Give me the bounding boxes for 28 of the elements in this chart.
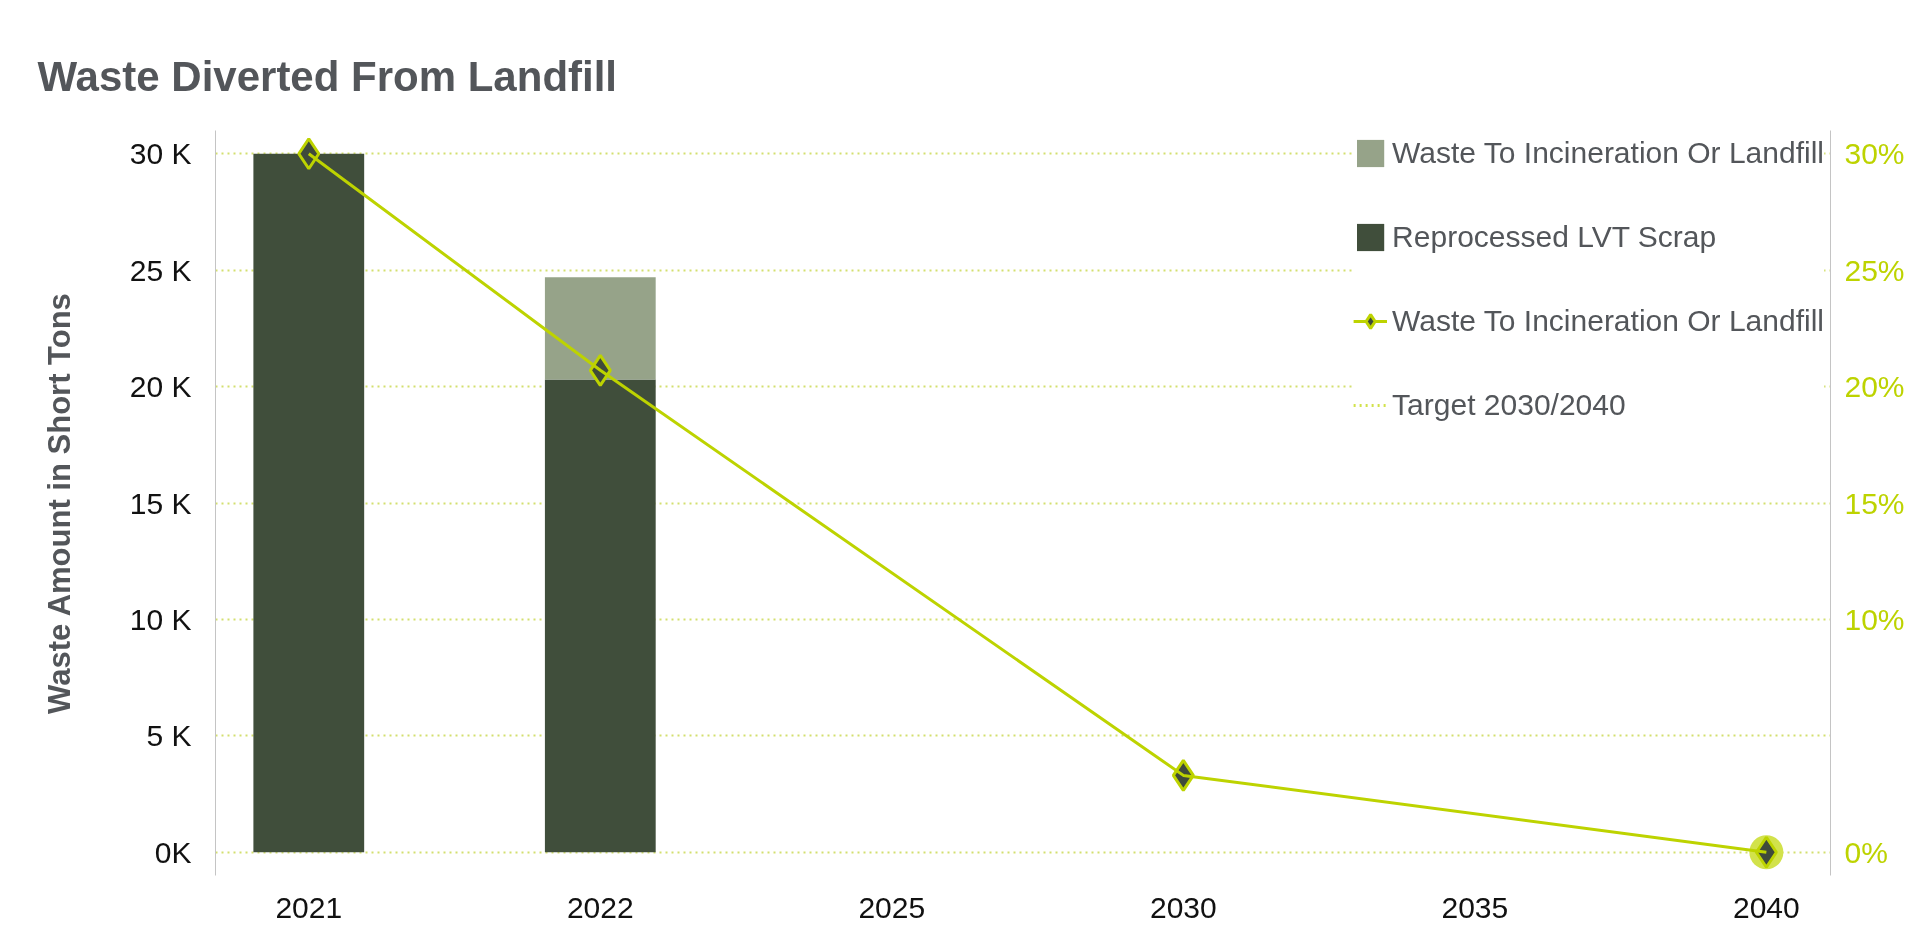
legend-label: Waste To Incineration Or Landfill	[1392, 304, 1824, 338]
y2-tick-label: 15%	[1844, 486, 1905, 520]
bar	[544, 277, 656, 380]
y-tick-label: 5 K	[146, 719, 192, 753]
legend-label: Reprocessed LVT Scrap	[1392, 220, 1717, 254]
point	[297, 137, 321, 171]
y2-tick-label: 25%	[1844, 253, 1905, 287]
y-axis-title: Waste Amount in Short Tons	[41, 293, 77, 714]
legend-label: Target 2030/2040	[1392, 388, 1626, 422]
y2-tick-label: 20%	[1844, 370, 1905, 404]
x-tick-label: 2030	[1149, 890, 1217, 924]
y2-tick-label: 30%	[1844, 137, 1905, 171]
x-tick-label: 2040	[1733, 890, 1800, 924]
y-tick-label: 10 K	[129, 602, 192, 636]
y-tick-label: 15 K	[129, 486, 192, 520]
legend-label: Waste To Incineration Or Landfill	[1392, 136, 1824, 170]
x-tick-label: 2022	[566, 890, 634, 924]
y-tick-label: 30 K	[129, 137, 192, 171]
y-tick-label: 0K	[154, 835, 192, 869]
y2-tick-label: 10%	[1844, 602, 1905, 636]
y2-tick-label: 0%	[1844, 835, 1888, 869]
x-tick-label: 2035	[1441, 890, 1509, 924]
point	[1754, 835, 1778, 869]
y-tick-label: 20 K	[129, 370, 192, 404]
y-tick-label: 25 K	[129, 253, 192, 287]
x-tick-label: 2021	[275, 890, 343, 924]
x-tick-label: 2025	[858, 890, 926, 924]
chart-title: Waste Diverted From Landfill	[37, 52, 618, 100]
